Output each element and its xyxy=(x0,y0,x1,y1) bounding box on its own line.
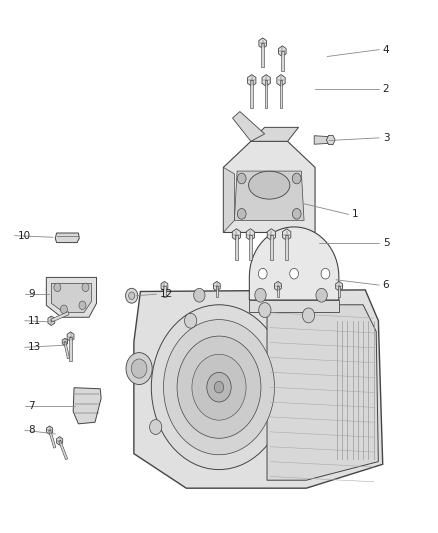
Polygon shape xyxy=(246,229,254,240)
Bar xyxy=(277,286,279,297)
Bar xyxy=(215,286,218,297)
Polygon shape xyxy=(55,233,79,243)
Polygon shape xyxy=(51,312,69,322)
Circle shape xyxy=(258,268,267,279)
Polygon shape xyxy=(249,300,339,312)
Circle shape xyxy=(214,382,224,393)
Circle shape xyxy=(177,336,261,438)
Polygon shape xyxy=(46,277,96,317)
Bar xyxy=(338,286,340,297)
Polygon shape xyxy=(259,38,266,49)
Bar xyxy=(286,235,288,260)
Bar xyxy=(270,235,273,260)
Bar xyxy=(251,80,253,108)
Polygon shape xyxy=(67,332,74,342)
Bar xyxy=(261,43,264,67)
Polygon shape xyxy=(234,171,304,220)
Circle shape xyxy=(237,173,246,184)
Text: 2: 2 xyxy=(383,84,389,94)
Ellipse shape xyxy=(249,171,290,199)
Bar xyxy=(281,51,284,71)
Circle shape xyxy=(82,283,89,292)
Circle shape xyxy=(54,283,61,292)
Polygon shape xyxy=(73,387,101,424)
Polygon shape xyxy=(247,75,256,86)
Text: 7: 7 xyxy=(28,401,35,411)
Circle shape xyxy=(192,354,246,420)
Polygon shape xyxy=(134,290,383,488)
Polygon shape xyxy=(62,338,67,346)
Bar xyxy=(163,286,166,297)
Text: 9: 9 xyxy=(28,289,35,299)
Circle shape xyxy=(207,373,231,402)
Circle shape xyxy=(259,303,271,318)
Circle shape xyxy=(292,173,301,184)
Circle shape xyxy=(316,288,327,302)
Circle shape xyxy=(302,308,314,323)
Polygon shape xyxy=(277,75,285,86)
Circle shape xyxy=(131,359,147,378)
Polygon shape xyxy=(64,342,70,359)
Polygon shape xyxy=(267,305,378,480)
Circle shape xyxy=(151,305,287,470)
Polygon shape xyxy=(48,316,55,326)
Polygon shape xyxy=(336,281,343,291)
Circle shape xyxy=(184,313,197,328)
Text: 10: 10 xyxy=(18,231,31,241)
Polygon shape xyxy=(251,127,299,141)
Text: 6: 6 xyxy=(383,280,389,290)
Text: 3: 3 xyxy=(383,133,389,143)
Polygon shape xyxy=(262,75,270,86)
Circle shape xyxy=(126,353,152,384)
Polygon shape xyxy=(326,135,335,144)
Text: 11: 11 xyxy=(28,316,42,326)
Circle shape xyxy=(255,288,266,302)
Circle shape xyxy=(60,305,67,313)
Polygon shape xyxy=(223,141,315,232)
Polygon shape xyxy=(249,227,339,300)
Polygon shape xyxy=(233,111,265,141)
Polygon shape xyxy=(223,167,234,232)
Polygon shape xyxy=(267,229,276,240)
Text: 13: 13 xyxy=(28,342,42,352)
Circle shape xyxy=(194,288,205,302)
Polygon shape xyxy=(59,440,67,460)
Bar xyxy=(69,337,72,361)
Circle shape xyxy=(126,288,138,303)
Polygon shape xyxy=(232,229,240,240)
Polygon shape xyxy=(314,136,332,144)
Polygon shape xyxy=(161,281,168,291)
Circle shape xyxy=(321,268,330,279)
Text: 8: 8 xyxy=(28,425,35,435)
Polygon shape xyxy=(283,229,291,240)
Polygon shape xyxy=(213,281,220,291)
Text: 12: 12 xyxy=(160,289,173,299)
Polygon shape xyxy=(275,281,281,291)
Text: 5: 5 xyxy=(383,238,389,247)
Bar xyxy=(280,80,283,108)
Circle shape xyxy=(150,419,162,434)
Text: 1: 1 xyxy=(352,209,359,220)
Polygon shape xyxy=(46,426,53,434)
Circle shape xyxy=(237,208,246,219)
Polygon shape xyxy=(57,437,63,445)
Polygon shape xyxy=(51,284,92,312)
Circle shape xyxy=(290,268,298,279)
Polygon shape xyxy=(279,46,286,56)
Circle shape xyxy=(129,292,135,300)
Text: 4: 4 xyxy=(383,45,389,54)
Bar xyxy=(235,235,238,260)
Circle shape xyxy=(163,320,275,455)
Bar xyxy=(249,235,252,260)
Circle shape xyxy=(292,208,301,219)
Polygon shape xyxy=(49,430,56,448)
Circle shape xyxy=(79,301,86,310)
Bar xyxy=(265,80,268,108)
